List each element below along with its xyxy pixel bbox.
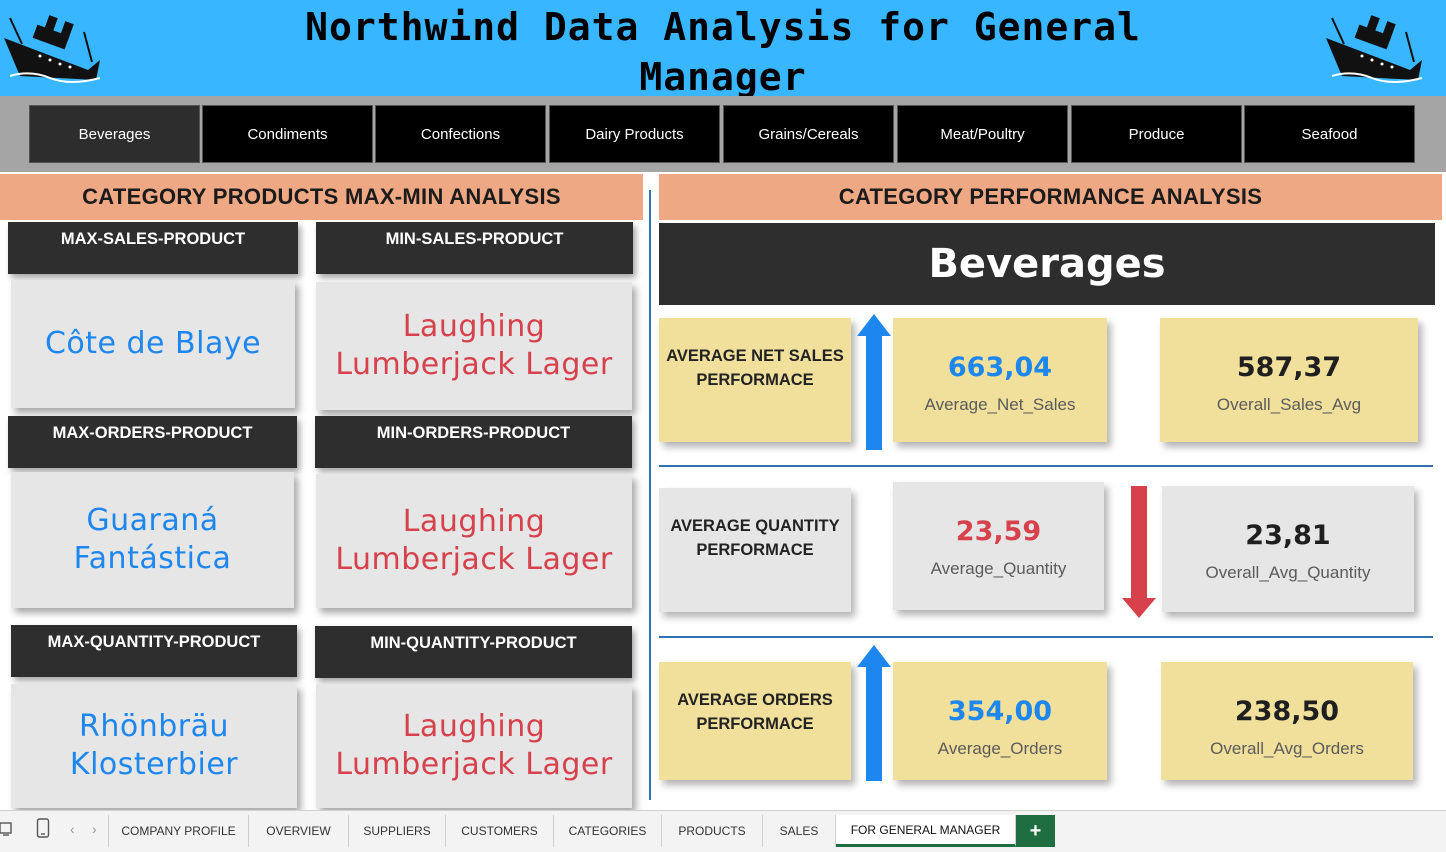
sheet-tab-categories[interactable]: CATEGORIES <box>554 815 662 847</box>
average-quantity-caption: Average_Quantity <box>930 559 1067 578</box>
sheet-tab-products[interactable]: PRODUCTS <box>662 815 763 847</box>
min-sales-label: MIN-SALES-PRODUCT <box>316 222 633 274</box>
mobile-view-icon[interactable] <box>36 818 50 838</box>
overall-avg-orders-caption: Overall_Avg_Orders <box>1210 739 1364 758</box>
max-sales-product-value: Côte de Blaye <box>11 280 295 408</box>
category-button-dairy-products[interactable]: Dairy Products <box>549 105 720 163</box>
min-quantity-product-value: Laughing Lumberjack Lager <box>316 684 632 808</box>
sheet-tab-overview[interactable]: OVERVIEW <box>249 815 349 847</box>
overall-avg-quantity-caption: Overall_Avg_Quantity <box>1205 563 1371 582</box>
min-orders-product-value: Laughing Lumberjack Lager <box>316 474 632 608</box>
category-button-produce[interactable]: Produce <box>1071 105 1242 163</box>
min-orders-label: MIN-ORDERS-PRODUCT <box>315 416 632 468</box>
add-sheet-button[interactable]: + <box>1016 815 1055 847</box>
sheet-tab-bar: ‹ › COMPANY PROFILE OVERVIEW SUPPLIERS C… <box>0 810 1446 852</box>
overall-sales-avg-card: 587,37 Overall_Sales_Avg <box>1160 318 1418 442</box>
sheet-tab-company-profile[interactable]: COMPANY PROFILE <box>108 815 249 847</box>
average-net-sales-card: 663,04 Average_Net_Sales <box>893 318 1107 442</box>
arrow-up-icon <box>857 645 891 781</box>
max-quantity-product-value: Rhönbräu Klosterbier <box>11 684 297 808</box>
overall-avg-orders-value: 238,50 <box>1234 696 1340 727</box>
orders-metric-label: AVERAGE ORDERS PERFORMACE <box>659 662 851 780</box>
max-sales-label: MAX-SALES-PRODUCT <box>8 222 298 274</box>
sheet-tab-for-general-manager[interactable]: FOR GENERAL MANAGER <box>836 815 1016 847</box>
header-banner: Northwind Data Analysis for General Mana… <box>0 0 1446 99</box>
overall-avg-orders-card: 238,50 Overall_Avg_Orders <box>1161 662 1413 780</box>
page-title: Northwind Data Analysis for General Mana… <box>305 5 1141 99</box>
normal-view-icon[interactable] <box>0 821 12 837</box>
quantity-metric-label: AVERAGE QUANTITY PERFORMACE <box>659 488 851 612</box>
category-button-grains-cereals[interactable]: Grains/Cereals <box>723 105 894 163</box>
net-sales-metric-label: AVERAGE NET SALES PERFORMACE <box>659 318 851 442</box>
min-quantity-label: MIN-QUANTITY-PRODUCT <box>315 626 632 678</box>
max-quantity-label: MAX-QUANTITY-PRODUCT <box>11 625 297 677</box>
sheet-tab-customers[interactable]: CUSTOMERS <box>446 815 554 847</box>
max-min-section-heading: CATEGORY PRODUCTS MAX-MIN ANALYSIS <box>0 174 643 220</box>
panel-divider <box>649 190 651 800</box>
min-sales-product-value: Laughing Lumberjack Lager <box>316 282 632 410</box>
overall-avg-quantity-card: 23,81 Overall_Avg_Quantity <box>1162 486 1414 612</box>
row-divider <box>659 636 1433 638</box>
average-orders-value: 354,00 <box>947 696 1053 727</box>
arrow-down-icon <box>1122 486 1156 618</box>
category-button-meat-poultry[interactable]: Meat/Poultry <box>897 105 1068 163</box>
average-quantity-card: 23,59 Average_Quantity <box>893 482 1104 610</box>
ship-icon <box>4 15 101 83</box>
selected-category-title: Beverages <box>659 223 1435 305</box>
average-orders-card: 354,00 Average_Orders <box>893 662 1107 780</box>
average-net-sales-caption: Average_Net_Sales <box>924 395 1076 414</box>
row-divider <box>659 465 1433 467</box>
ship-icon <box>1326 15 1423 83</box>
category-button-beverages[interactable]: Beverages <box>29 105 200 163</box>
sheet-tab-suppliers[interactable]: SUPPLIERS <box>349 815 446 847</box>
performance-section-heading: CATEGORY PERFORMANCE ANALYSIS <box>659 174 1442 220</box>
overall-sales-avg-value: 587,37 <box>1236 352 1342 383</box>
chevron-right-icon[interactable]: › <box>92 821 97 837</box>
category-button-seafood[interactable]: Seafood <box>1244 105 1415 163</box>
overall-sales-avg-caption: Overall_Sales_Avg <box>1216 395 1362 414</box>
category-slicer: Beverages Condiments Confections Dairy P… <box>0 96 1446 172</box>
category-button-condiments[interactable]: Condiments <box>202 105 373 163</box>
average-net-sales-value: 663,04 <box>947 352 1053 383</box>
overall-avg-quantity-value: 23,81 <box>1245 520 1331 551</box>
average-quantity-value: 23,59 <box>955 516 1042 547</box>
max-orders-product-value: Guaraná Fantástica <box>11 472 294 608</box>
max-orders-label: MAX-ORDERS-PRODUCT <box>8 416 297 468</box>
average-orders-caption: Average_Orders <box>937 739 1063 758</box>
arrow-up-icon <box>857 314 891 450</box>
sheet-tab-sales[interactable]: SALES <box>763 815 836 847</box>
category-button-confections[interactable]: Confections <box>375 105 546 163</box>
chevron-left-icon[interactable]: ‹ <box>70 821 75 837</box>
